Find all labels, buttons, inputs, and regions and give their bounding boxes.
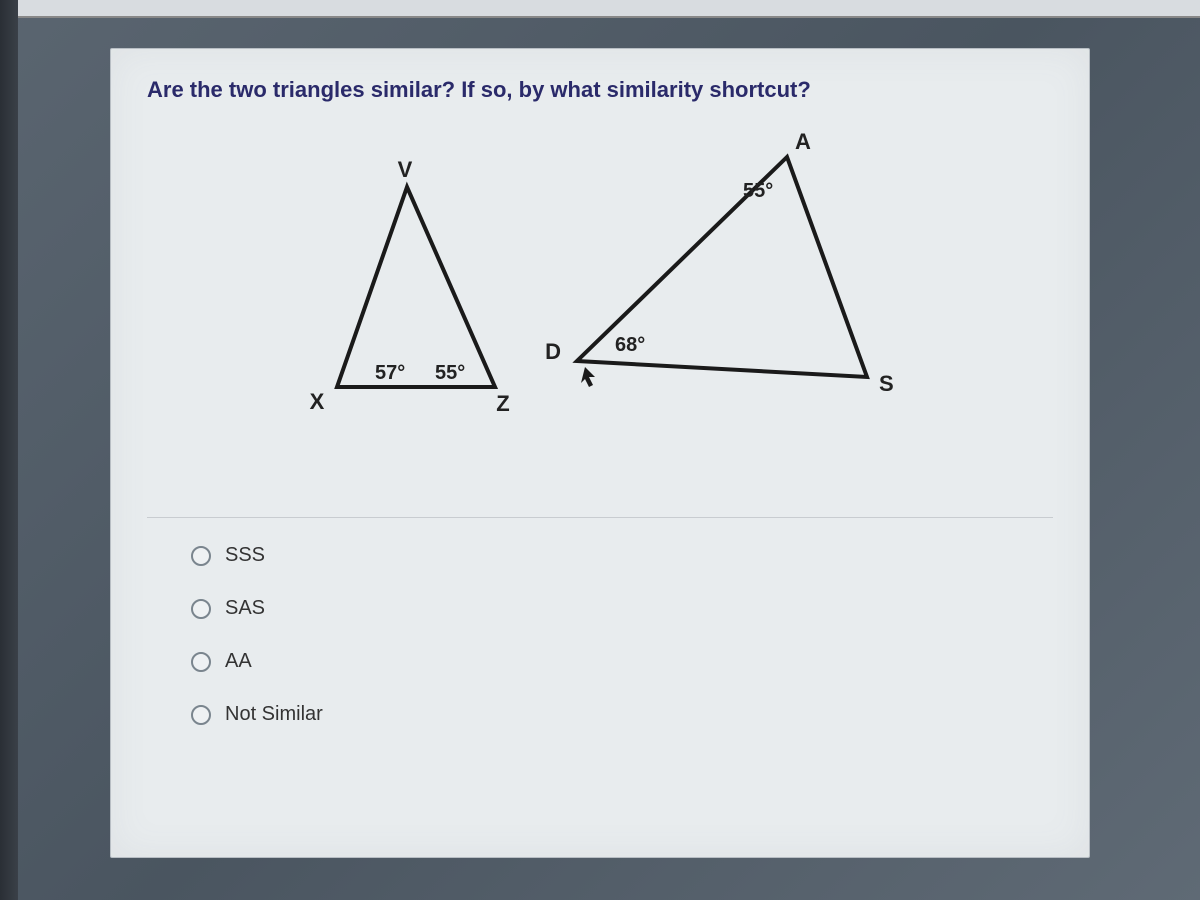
answer-options: SSS SAS AA Not Similar — [147, 544, 1053, 726]
radio-icon — [191, 705, 211, 725]
option-label: SAS — [225, 597, 265, 620]
angle-label-A: 55° — [743, 180, 773, 202]
vertex-label-A: A — [795, 129, 811, 154]
radio-icon — [191, 599, 211, 619]
screen-bezel-left — [0, 0, 18, 900]
question-card: Are the two triangles similar? If so, by… — [110, 48, 1090, 858]
triangle-vxz: V X Z 57° 55° — [310, 157, 510, 416]
screen-bezel-top — [0, 0, 1200, 18]
vertex-label-V: V — [398, 157, 413, 182]
triangle-1-shape — [337, 187, 495, 387]
vertex-label-D: D — [545, 339, 561, 364]
triangle-ads: A D S 55° 68° — [545, 129, 894, 396]
option-label: SSS — [225, 544, 265, 567]
option-label: Not Similar — [225, 703, 323, 726]
option-sas[interactable]: SAS — [191, 597, 1053, 620]
option-sss[interactable]: SSS — [191, 544, 1053, 567]
option-aa[interactable]: AA — [191, 650, 1053, 673]
question-text: Are the two triangles similar? If so, by… — [147, 77, 1053, 103]
divider — [147, 517, 1053, 518]
vertex-label-Z: Z — [496, 391, 509, 416]
vertex-label-X: X — [310, 389, 325, 414]
vertex-label-S: S — [879, 371, 894, 396]
cursor-icon — [581, 367, 595, 387]
option-not-similar[interactable]: Not Similar — [191, 703, 1053, 726]
radio-icon — [191, 546, 211, 566]
option-label: AA — [225, 650, 252, 673]
radio-icon — [191, 652, 211, 672]
angle-label-X: 57° — [375, 362, 405, 384]
angle-label-D: 68° — [615, 334, 645, 356]
angle-label-Z: 55° — [435, 362, 465, 384]
triangles-diagram: V X Z 57° 55° A D S 55° 68° — [147, 127, 1053, 507]
